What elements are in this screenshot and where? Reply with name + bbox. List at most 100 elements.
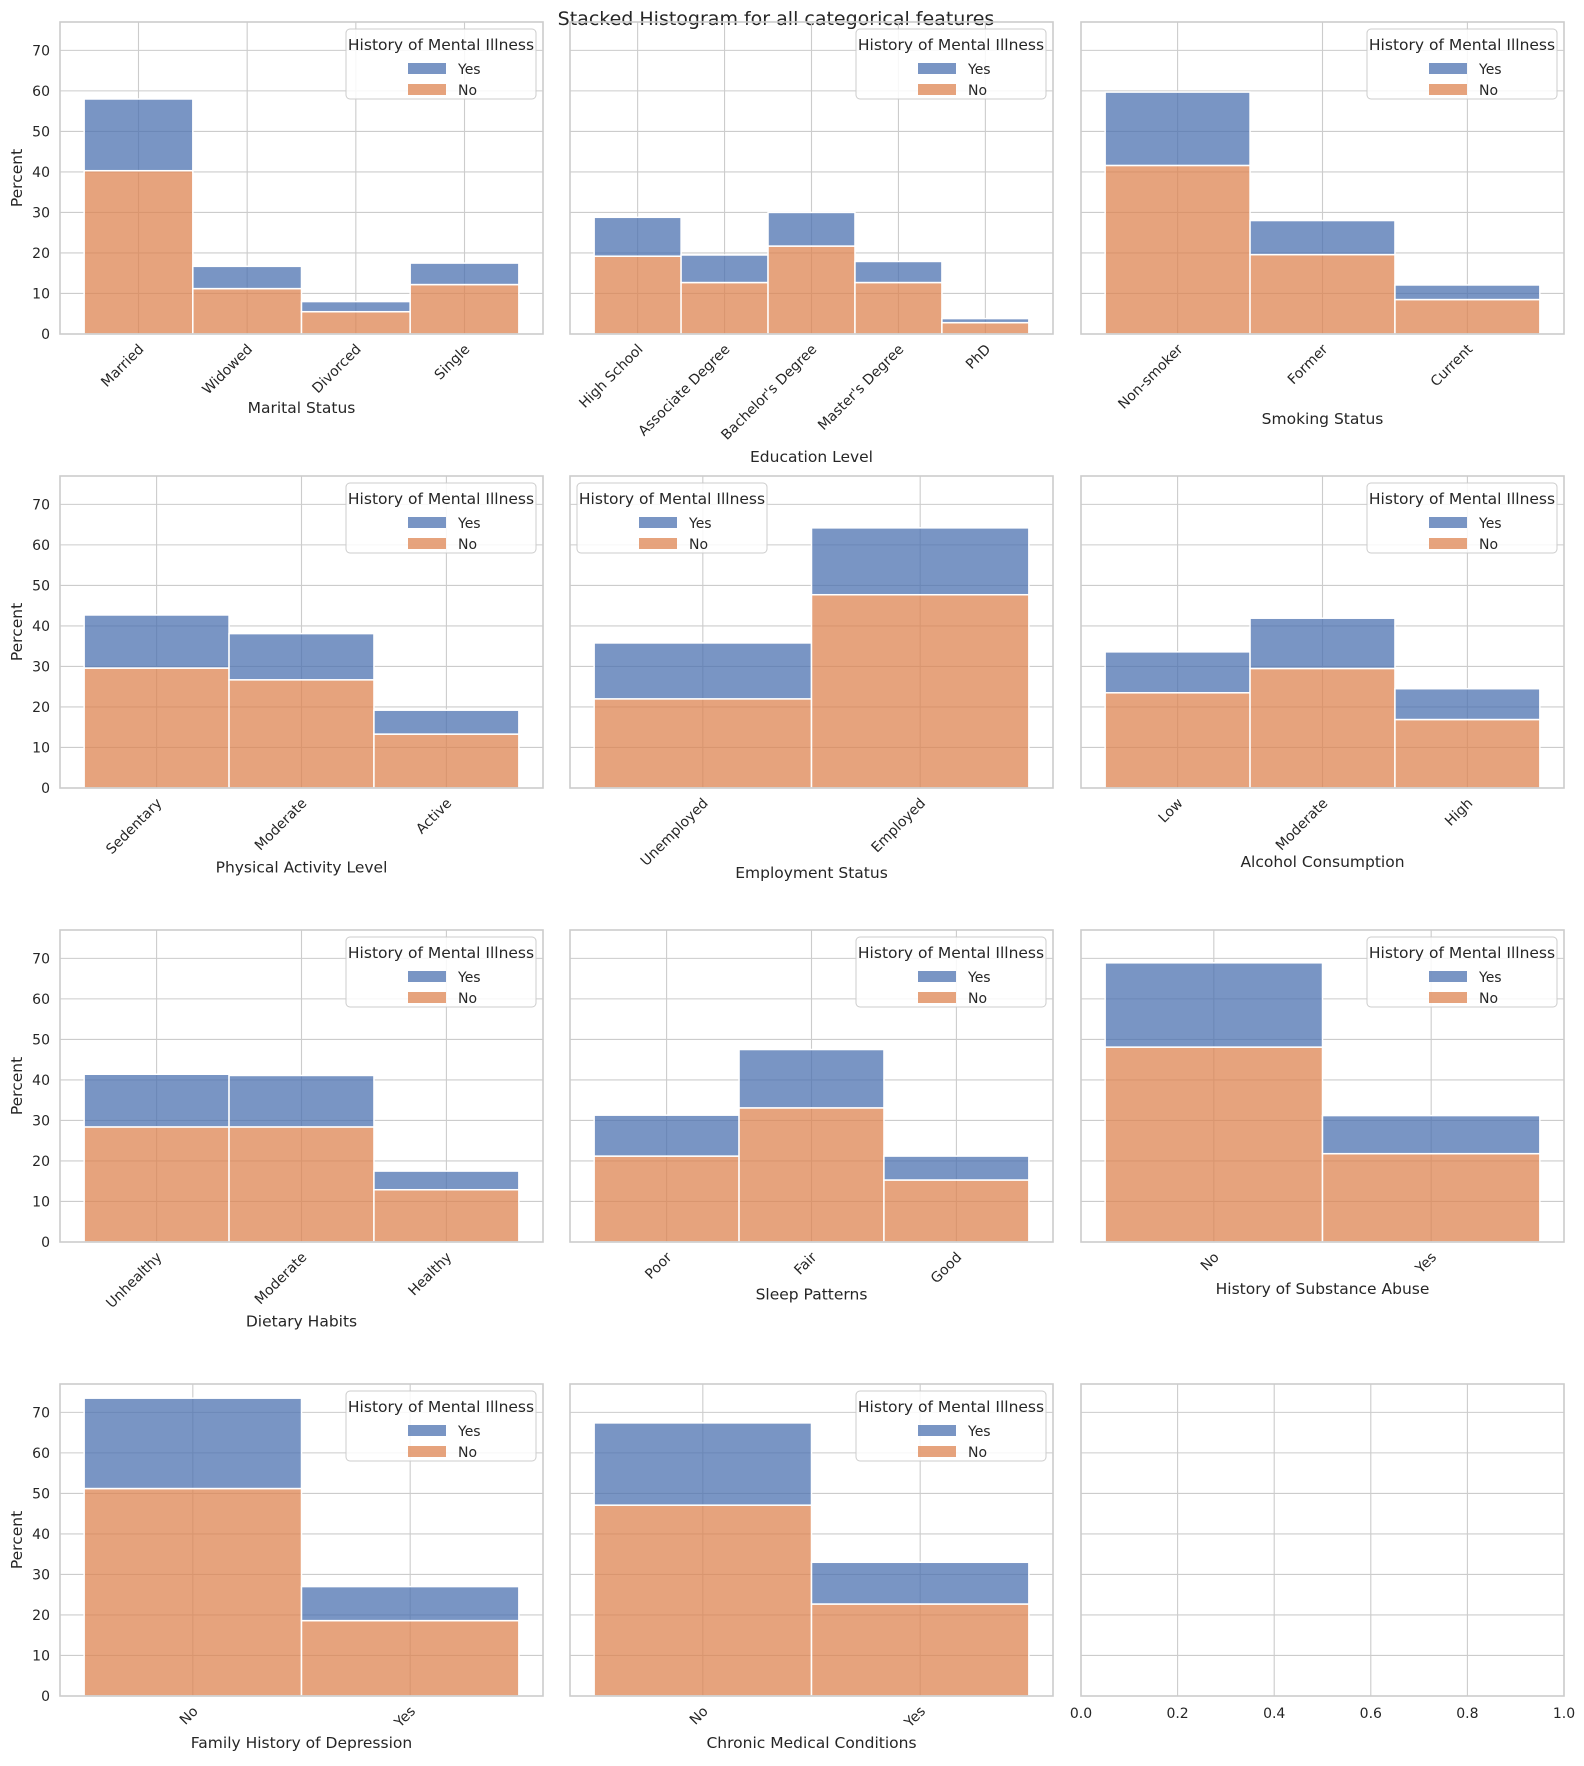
subplot-grid: 0 10 20 30 40 50 60 70 Married Widowed Divorced Sin… (8, 21, 1575, 1752)
legend-entry-no: No (968, 83, 987, 99)
bar-yes-2 (1321, 1114, 1541, 1155)
x-tick-label: Former (1285, 341, 1332, 388)
y-tick-label: 40 (32, 1527, 50, 1543)
axes-frame (1080, 475, 1565, 789)
y-tick-label: 10 (32, 1648, 50, 1664)
legend-swatch-yes (639, 517, 677, 528)
legend-entry-yes: Yes (967, 1424, 991, 1440)
axes-frame (1080, 21, 1565, 335)
bar-yes-3 (1394, 284, 1541, 301)
x-axis-label: Chronic Medical Conditions (706, 1734, 916, 1752)
legend-entry-no: No (1479, 991, 1498, 1007)
axes-frame (569, 21, 1054, 335)
x-tick-label: Employed (868, 796, 929, 857)
bar-no-2 (738, 1107, 885, 1243)
subplot-12: 0.0 0.2 0.4 0.6 0.8 1.0 (1070, 1383, 1575, 1722)
x-tick-label: Moderate (1273, 796, 1331, 854)
legend-entry-yes: Yes (457, 516, 481, 532)
x-tick-label: Single (432, 342, 474, 384)
legend-swatch-yes (1429, 971, 1467, 982)
legend-swatch-no (1429, 84, 1467, 95)
x-axis-label: Family History of Depression (191, 1734, 412, 1752)
axes-frame (59, 929, 544, 1243)
legend-title: History of Mental Illness (1369, 944, 1555, 962)
y-tick-label: 0 (41, 1235, 50, 1251)
legend-entry-no: No (458, 1445, 477, 1461)
bar-no-1 (1104, 692, 1251, 789)
x-tick-label: No (687, 1704, 712, 1729)
x-axis-label: History of Substance Abuse (1216, 1280, 1430, 1298)
bar-yes-2 (1249, 219, 1396, 256)
legend-entry-yes: Yes (457, 970, 481, 986)
bar-no-2 (300, 1619, 520, 1697)
bar-no-2 (1249, 667, 1396, 789)
legend-title: History of Mental Illness (858, 1398, 1044, 1416)
legend-swatch-yes (408, 517, 446, 528)
legend-entry-no: No (968, 991, 987, 1007)
x-tick-label: High School (576, 342, 646, 412)
x-axis-label: Smoking Status (1262, 410, 1384, 428)
y-tick-label: 70 (32, 43, 50, 59)
legend-entry-yes: Yes (1478, 970, 1502, 986)
legend-title: History of Mental Illness (348, 944, 534, 962)
x-tick-label: Sedentary (103, 796, 165, 858)
x-tick-label: Non-smoker (1115, 341, 1186, 412)
y-axis-label: Percent (8, 1511, 26, 1569)
bar-yes-4 (854, 260, 943, 284)
legend-swatch-yes (408, 63, 446, 74)
legend-swatch-yes (918, 971, 956, 982)
legend-swatch-no (1429, 992, 1467, 1003)
x-tick-label: No (1198, 1250, 1223, 1275)
axes-frame (1080, 929, 1565, 1243)
x-tick-label: Current (1428, 341, 1477, 390)
bar-yes-2 (1249, 617, 1396, 670)
bar-no-2 (1321, 1152, 1541, 1243)
legend-swatch-yes (408, 1425, 446, 1436)
bar-no-1 (1104, 1046, 1324, 1243)
x-tick-label: Yes (1412, 1250, 1440, 1278)
bar-yes-1 (1104, 962, 1324, 1048)
legend: History of Mental Illness Yes No (345, 28, 537, 100)
bar-no-3 (1394, 718, 1541, 789)
y-tick-label: 20 (32, 1608, 50, 1624)
legend-title: History of Mental Illness (348, 1398, 534, 1416)
legend: History of Mental Illness Yes No (1366, 936, 1558, 1008)
x-tick-label: Widowed (200, 342, 256, 398)
x-axis-label: Employment Status (735, 864, 888, 882)
axes-frame (569, 475, 1054, 789)
legend-entry-no: No (458, 991, 477, 1007)
bar-no-3 (300, 310, 411, 335)
bar-no-4 (409, 283, 520, 335)
legend-entry-no: No (689, 537, 708, 553)
x-tick-label: Yes (391, 1704, 419, 1732)
x-axis-label: Sleep Patterns (756, 1286, 868, 1304)
bar-yes-1 (83, 98, 194, 172)
legend: History of Mental Illness Yes No (345, 1390, 537, 1462)
subplot-1: 0 10 20 30 40 50 60 70 Married Widowed Divorced Sin… (8, 21, 544, 417)
legend: History of Mental Illness Yes No (855, 28, 1047, 100)
legend: History of Mental Illness Yes No (1366, 28, 1558, 100)
bar-yes-4 (409, 262, 520, 286)
bar-no-2 (228, 679, 375, 789)
x-axis-label: Dietary Habits (246, 1313, 357, 1331)
legend-entry-no: No (1479, 537, 1498, 553)
x-tick-label: 0.8 (1456, 1706, 1478, 1722)
legend-entry-yes: Yes (688, 516, 712, 532)
x-tick-label: 0.2 (1166, 1706, 1188, 1722)
bar-no-1 (593, 698, 813, 789)
y-tick-label: 0 (41, 781, 50, 797)
subplot-8: Poor Fair Good Sleep Patterns History of Men… (569, 929, 1054, 1304)
y-tick-label: 10 (32, 1194, 50, 1210)
y-tick-label: 10 (32, 740, 50, 756)
x-tick-label: Divorced (309, 342, 364, 397)
legend-title: History of Mental Illness (348, 490, 534, 508)
legend-title: History of Mental Illness (579, 490, 765, 508)
x-tick-label: 0.0 (1070, 1706, 1092, 1722)
x-tick-label: Fair (791, 1249, 820, 1278)
x-tick-label: Moderate (252, 1250, 310, 1308)
bar-yes-3 (373, 1170, 520, 1191)
bar-no-3 (373, 1188, 520, 1243)
bar-yes-1 (1104, 651, 1251, 694)
subplot-5: Unemployed Employed Employment Status Histo… (569, 475, 1054, 882)
